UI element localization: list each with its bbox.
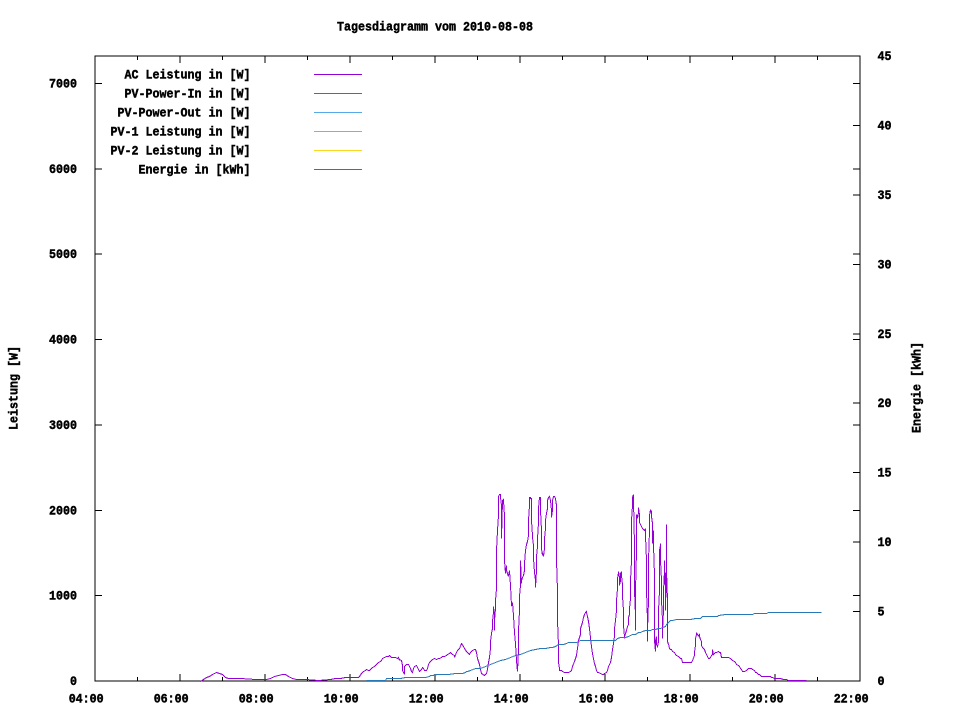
svg-text:Tagesdiagramm vom 2010-08-08: Tagesdiagramm vom 2010-08-08 <box>337 20 533 35</box>
svg-text:PV-Power-Out in [W]: PV-Power-Out in [W] <box>118 105 251 120</box>
svg-text:4000: 4000 <box>49 333 77 348</box>
svg-text:0: 0 <box>70 674 77 689</box>
svg-text:25: 25 <box>878 327 892 342</box>
svg-text:10:00: 10:00 <box>324 692 359 707</box>
svg-text:30: 30 <box>878 257 892 272</box>
svg-text:PV-Power-In in [W]: PV-Power-In in [W] <box>125 87 251 102</box>
svg-text:35: 35 <box>878 188 892 203</box>
svg-text:45: 45 <box>878 49 892 64</box>
svg-text:04:00: 04:00 <box>69 692 104 707</box>
svg-text:Energie [kWh]: Energie [kWh] <box>910 342 925 433</box>
svg-text:08:00: 08:00 <box>239 692 274 707</box>
svg-text:18:00: 18:00 <box>664 692 699 707</box>
svg-text:20: 20 <box>878 396 892 411</box>
svg-text:20:00: 20:00 <box>749 692 784 707</box>
svg-text:14:00: 14:00 <box>494 692 529 707</box>
svg-text:Energie in [kWh]: Energie in [kWh] <box>139 162 251 177</box>
svg-text:3000: 3000 <box>49 418 77 433</box>
svg-text:PV-2 Leistung in [W]: PV-2 Leistung in [W] <box>111 143 251 158</box>
svg-text:PV-1 Leistung in [W]: PV-1 Leistung in [W] <box>111 124 251 139</box>
svg-text:0: 0 <box>878 674 885 689</box>
svg-text:22:00: 22:00 <box>834 692 869 707</box>
svg-text:5: 5 <box>878 605 885 620</box>
svg-text:15: 15 <box>878 466 892 481</box>
svg-text:16:00: 16:00 <box>579 692 614 707</box>
svg-text:7000: 7000 <box>49 77 77 92</box>
svg-text:1000: 1000 <box>49 589 77 604</box>
svg-text:06:00: 06:00 <box>154 692 189 707</box>
svg-text:12:00: 12:00 <box>409 692 444 707</box>
svg-text:Leistung [W]: Leistung [W] <box>7 346 22 430</box>
svg-text:2000: 2000 <box>49 503 77 518</box>
svg-text:10: 10 <box>878 535 892 550</box>
svg-text:6000: 6000 <box>49 162 77 177</box>
svg-text:5000: 5000 <box>49 247 77 262</box>
svg-text:AC Leistung in [W]: AC Leistung in [W] <box>125 68 251 83</box>
svg-text:40: 40 <box>878 118 892 133</box>
